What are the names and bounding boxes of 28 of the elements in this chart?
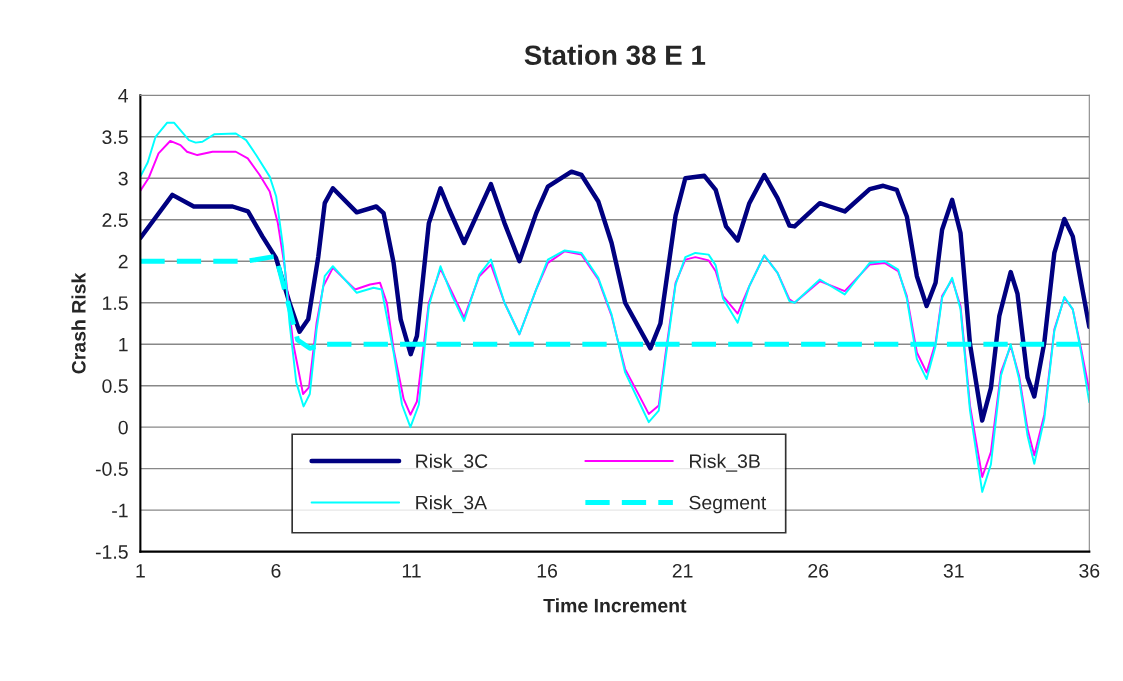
y-tick-label: 1 (119, 337, 128, 352)
y-tick-label: 1.5 (103, 296, 128, 310)
y-tick-label: -0.5 (95, 462, 128, 476)
x-tick-label: 1 (136, 564, 145, 578)
x-tick-label: 26 (808, 563, 829, 578)
x-tick-label: 11 (402, 564, 421, 578)
x-tick-label: 16 (537, 563, 558, 578)
y-axis-title: Crash Risk (71, 272, 86, 374)
y-tick-label: -1 (112, 503, 128, 518)
x-tick-label: 31 (943, 563, 964, 578)
y-tick-label: -1.5 (95, 545, 128, 559)
y-tick-label: 4 (118, 89, 128, 103)
y-tick-label: 2.5 (102, 213, 128, 228)
y-tick-label: 3.5 (102, 130, 128, 145)
chart-title: Station 38 E 1 (524, 44, 706, 66)
y-tick-label: 3 (118, 171, 128, 186)
legend-label: Risk_3A (416, 495, 488, 514)
x-axis-title: Time Increment (543, 598, 687, 613)
y-tick-label: 0.5 (102, 379, 128, 393)
y-tick-label: 0 (118, 420, 128, 435)
legend-label: Risk_3C (416, 453, 488, 472)
legend-label: Risk_3B (690, 453, 760, 472)
x-tick-label: 21 (672, 563, 693, 578)
x-tick-label: 6 (271, 563, 281, 578)
x-tick-label: 36 (1079, 563, 1100, 578)
legend-label: Segment (689, 495, 767, 514)
line-series (140, 169, 1090, 423)
y-tick-label: 2 (118, 254, 128, 269)
